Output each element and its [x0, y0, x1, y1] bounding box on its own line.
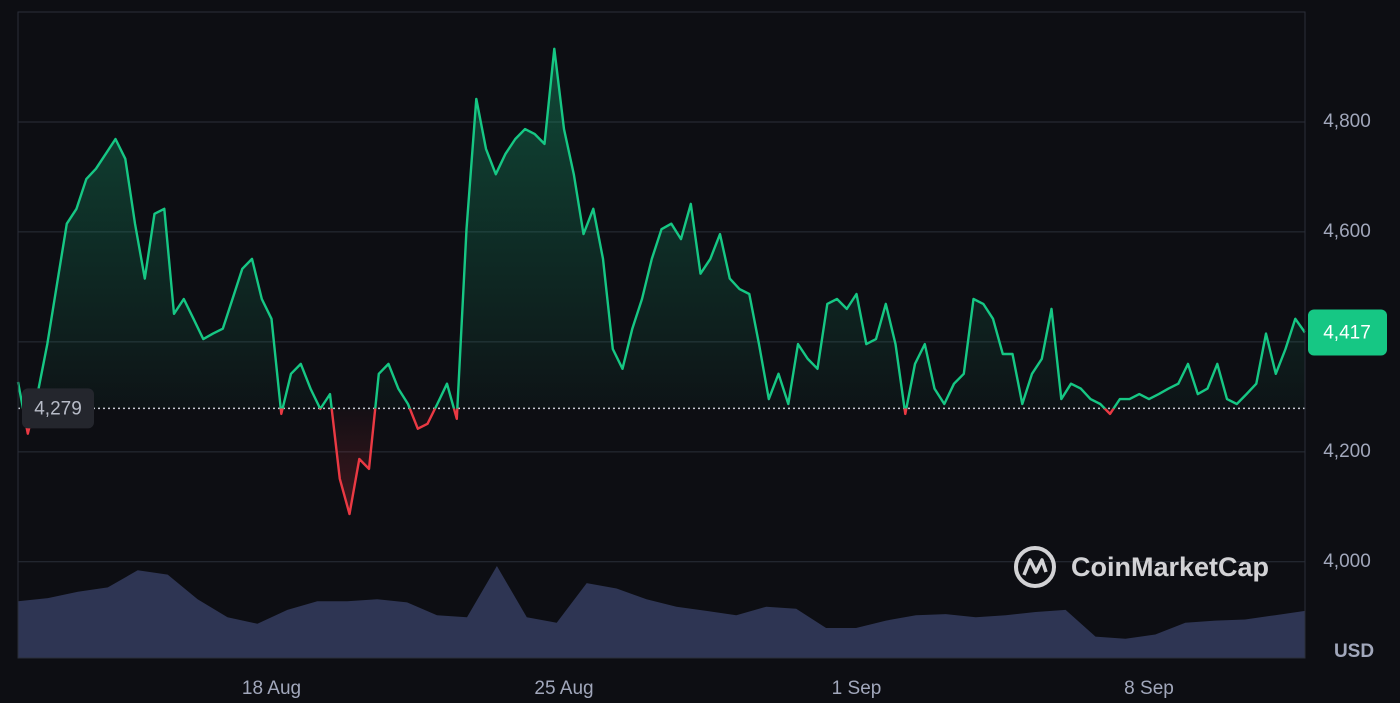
y-unit: USD	[1334, 641, 1374, 662]
x-tick-label: 1 Sep	[832, 678, 882, 699]
plot	[16, 47, 1306, 516]
plot-frame	[17, 11, 1306, 659]
logo	[1014, 546, 1056, 588]
last-price-box	[1308, 309, 1387, 356]
x-tick-label: 25 Aug	[534, 678, 593, 699]
x-tick-label: 18 Aug	[242, 678, 301, 699]
watermark: CoinMarketCap	[1014, 546, 1269, 588]
y-tick-label: 4,800	[1323, 111, 1371, 132]
price-line	[16, 47, 1306, 516]
watermark-text: CoinMarketCap	[1071, 552, 1269, 582]
area	[18, 48, 1305, 515]
volume	[18, 566, 1305, 658]
baseline-label-box	[22, 388, 94, 429]
logo-mark	[1022, 558, 1048, 576]
x-tick-label: 8 Sep	[1124, 678, 1174, 699]
baseline-label: 4,279	[34, 398, 82, 419]
last-price-label: 4,417	[1323, 323, 1371, 344]
y-tick-label: 4,600	[1323, 221, 1371, 242]
volume-area	[18, 566, 1305, 658]
y-tick-label: 4,000	[1323, 551, 1371, 572]
y-tick-label: 4,200	[1323, 441, 1371, 462]
